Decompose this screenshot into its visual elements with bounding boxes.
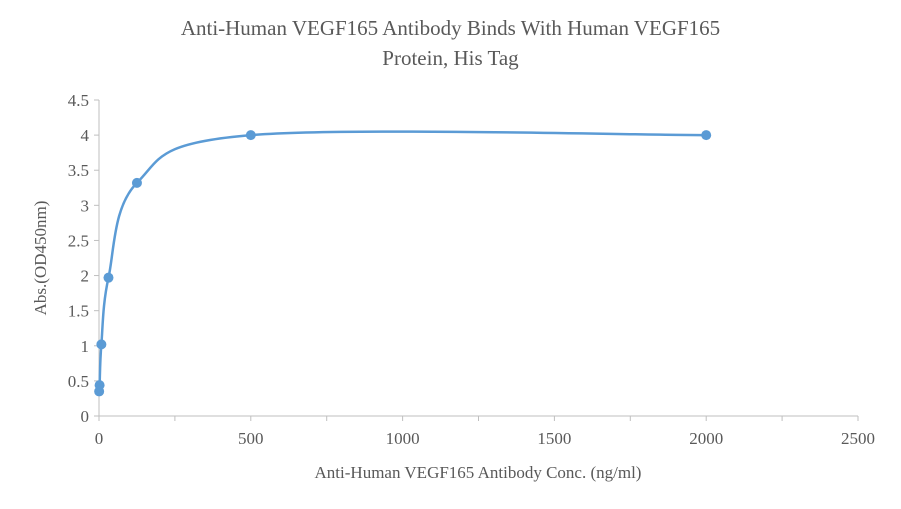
data-point [701, 130, 712, 141]
y-tick-label: 1.5 [68, 302, 89, 321]
data-point [96, 339, 107, 350]
y-tick-label: 4.5 [68, 91, 89, 110]
x-tick-label: 500 [238, 429, 264, 448]
x-tick-label: 0 [95, 429, 104, 448]
y-tick-label: 0.5 [68, 372, 89, 391]
x-axis-label: Anti-Human VEGF165 Antibody Conc. (ng/ml… [315, 463, 642, 482]
y-tick-label: 4 [81, 126, 90, 145]
chart-title-line2: Protein, His Tag [382, 46, 519, 70]
x-tick-label: 1000 [386, 429, 420, 448]
x-tick-label: 2000 [689, 429, 723, 448]
y-axis-label: Abs.(OD450nm) [31, 201, 50, 316]
data-point [103, 272, 114, 283]
y-tick-label: 2.5 [68, 231, 89, 250]
x-tick-label: 2500 [841, 429, 875, 448]
chart-title-line1: Anti-Human VEGF165 Antibody Binds With H… [180, 16, 721, 40]
data-point [94, 380, 105, 391]
data-point [245, 130, 256, 141]
series-line [97, 130, 707, 392]
y-tick-label: 3.5 [68, 161, 89, 180]
y-tick-label: 1 [81, 337, 90, 356]
y-tick-label: 3 [81, 196, 90, 215]
data-point [131, 177, 142, 188]
x-tick-label: 1500 [537, 429, 571, 448]
y-tick-label: 0 [81, 407, 90, 426]
y-tick-label: 2 [81, 267, 90, 286]
